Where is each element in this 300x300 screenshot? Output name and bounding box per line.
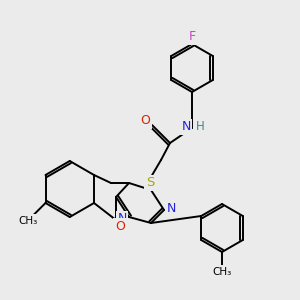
Text: O: O xyxy=(115,220,125,232)
Text: N: N xyxy=(166,202,176,214)
Text: CH₃: CH₃ xyxy=(18,216,37,226)
Text: CH₃: CH₃ xyxy=(212,267,232,277)
Text: S: S xyxy=(146,176,154,190)
Text: N: N xyxy=(181,121,191,134)
Text: O: O xyxy=(140,115,150,128)
Text: H: H xyxy=(196,121,204,134)
Text: N: N xyxy=(117,212,127,226)
Text: F: F xyxy=(188,31,196,44)
